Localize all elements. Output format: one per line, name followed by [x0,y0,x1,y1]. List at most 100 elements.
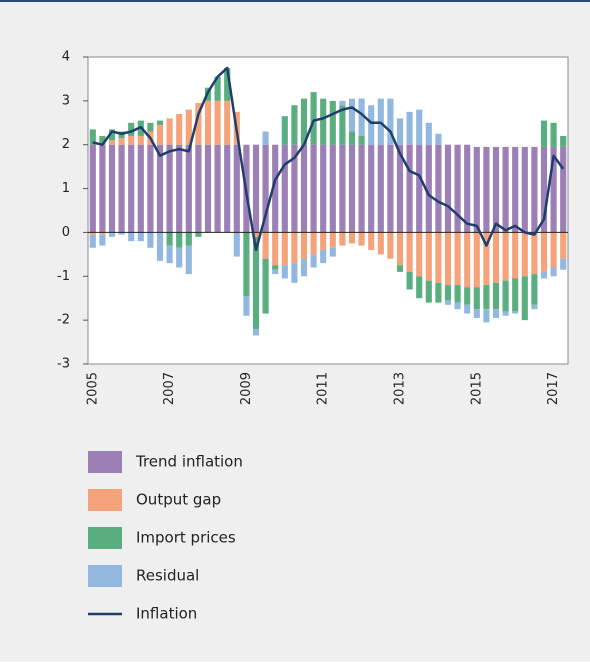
bar-segment [300,232,308,259]
legend-label: Output gap [136,491,221,509]
bar-segment [272,144,279,233]
bar-segment [377,144,384,233]
bar-segment [204,100,212,145]
bar-segment [464,144,471,233]
bar-segment [204,144,212,233]
bar-segment [358,144,365,233]
bar-segment [377,232,384,255]
bar-segment [156,144,164,233]
y-tick-label: -1 [57,269,70,284]
x-tick-label: 2015 [469,372,484,405]
bar-segment [224,67,231,101]
bar-segment [521,232,528,277]
bar-segment [99,234,106,246]
bar-segment [435,144,442,233]
bar-segment [166,245,173,264]
bar-segment [128,135,135,145]
bar-segment [108,140,116,145]
bar-segment [531,232,538,275]
y-tick-label: -2 [57,313,70,328]
bar-segment [108,144,116,233]
bar-segment [512,311,519,314]
bar-segment [214,76,221,101]
bar-segment [368,144,375,233]
bar-segment [492,232,500,283]
bar-segment [560,135,567,147]
bar-segment [291,105,298,145]
bar-segment [339,105,346,145]
legend-swatch [88,565,122,587]
bar-segment [454,144,461,233]
y-tick-label: 1 [62,181,70,196]
legend-swatch [88,489,122,511]
bar-segment [99,135,106,145]
bar-segment [310,144,317,233]
bar-segment [252,236,260,329]
bar-segment [339,144,346,233]
bar-segment [166,232,173,246]
bar-segment [521,276,528,321]
bar-segment [406,111,413,145]
bar-segment [291,232,298,264]
bar-segment [310,232,317,255]
bar-segment [195,144,202,233]
bar-segment [550,146,557,233]
bar-segment [233,232,240,257]
x-tick-label: 2009 [239,372,254,405]
bar-segment [540,232,548,272]
bar-segment [156,232,164,261]
bar-segment [272,269,279,275]
bar-segment [224,100,231,145]
bar-segment [252,328,260,336]
bar-segment [99,144,106,233]
bar-segment [387,98,394,145]
bar-segment [118,144,125,233]
bar-segment [550,267,557,277]
bar-segment [502,146,509,233]
bar-segment [166,144,173,233]
bar-segment [89,129,96,145]
legend-swatch [88,451,122,473]
bar-segment [99,232,106,235]
bar-segment [243,232,250,297]
bar-segment [329,232,336,248]
bar-segment [300,258,308,277]
bar-segment [416,232,423,277]
bar-segment [262,258,269,314]
bar-segment [262,232,269,259]
bar-segment [128,122,135,136]
bar-segment [128,232,135,242]
bar-segment [291,144,298,233]
legend-label: Inflation [136,605,197,623]
bar-segment [320,249,327,264]
bar-segment [483,285,490,310]
bar-segment [512,278,519,312]
bar-segment [464,232,471,288]
bar-segment [233,144,240,233]
bar-segment [224,144,231,233]
bar-segment [473,287,480,310]
bar-segment [473,232,480,288]
bar-segment [348,144,356,233]
bar-segment [531,304,538,310]
x-tick-label: 2007 [162,372,177,405]
y-tick-label: 2 [62,137,70,152]
bar-segment [425,280,432,303]
bar-segment [540,146,548,233]
bar-segment [368,232,375,250]
bar-segment [89,234,96,248]
bar-segment [425,144,432,233]
bar-segment [320,144,327,233]
y-tick-label: 0 [62,225,70,240]
bar-segment [214,100,221,145]
bar-segment [444,144,452,233]
bar-segment [300,98,308,145]
bar-segment [444,285,452,301]
bar-segment [272,232,279,266]
bar-segment [502,311,509,316]
bar-segment [147,144,154,233]
bar-segment [521,146,528,233]
bar-segment [502,232,509,281]
x-tick-label: 2005 [85,372,100,405]
bar-segment [454,302,461,310]
